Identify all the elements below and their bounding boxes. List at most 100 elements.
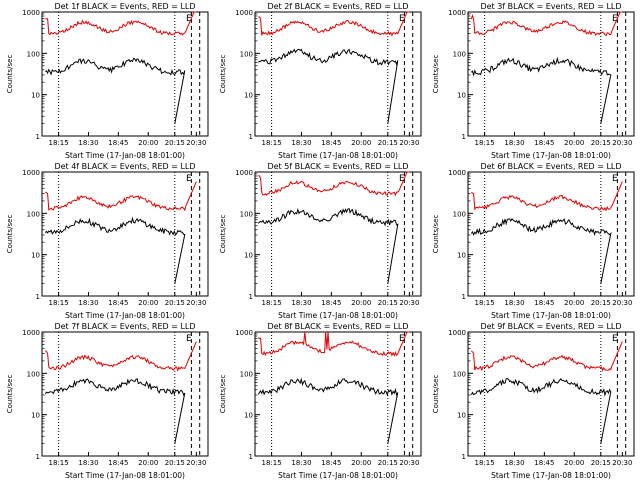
x-tick-label: 18:30 xyxy=(291,139,311,147)
detector-panel-7: Det 7f BLACK = Events, RED = LLD 1 10 100 10… xyxy=(0,320,213,480)
plot-title: Det 8f BLACK = Events, RED = LLD xyxy=(267,322,408,331)
x-tick-label: 20:00 xyxy=(138,299,158,307)
detector-panel-8: Det 8f BLACK = Events, RED = LLD 1 10 100 10… xyxy=(213,320,426,480)
y-tick-label: 10 xyxy=(457,92,466,100)
y-tick-label: 1000 xyxy=(22,329,40,337)
y-tick-label: 100 xyxy=(453,50,466,58)
x-tick-label: 20:00 xyxy=(351,299,371,307)
events-series-line xyxy=(44,377,186,444)
plot-title: Det 3f BLACK = Events, RED = LLD xyxy=(480,2,621,11)
plot-frame xyxy=(467,11,635,137)
corner-label: E xyxy=(612,14,618,24)
y-tick-label: 1 xyxy=(462,293,466,301)
x-tick-label: 18:15 xyxy=(475,459,495,467)
plot-frame xyxy=(41,331,209,457)
x-tick-label: 20:15 xyxy=(591,299,611,307)
plot-frame xyxy=(467,171,635,297)
x-tick-label: 18:30 xyxy=(78,459,98,467)
detector-plot-3: Det 3f BLACK = Events, RED = LLD 1 10 100 10… xyxy=(432,2,635,160)
x-tick-label: 18:45 xyxy=(108,459,128,467)
y-tick-label: 100 xyxy=(27,210,40,218)
y-tick-label: 1 xyxy=(249,453,253,461)
y-tick-label: 1 xyxy=(462,453,466,461)
x-tick-label: 20:30 xyxy=(186,299,206,307)
lld-series-line xyxy=(470,341,623,372)
x-tick-label: 18:30 xyxy=(291,299,311,307)
y-tick-label: 1 xyxy=(36,453,40,461)
lld-series-line xyxy=(471,181,623,212)
y-tick-label: 10 xyxy=(457,252,466,260)
y-tick-label: 10 xyxy=(457,412,466,420)
x-tick-label: 18:45 xyxy=(321,299,341,307)
x-axis-label: Start Time (17-Jan-08 18:01:00) xyxy=(491,151,611,160)
x-tick-label: 18:30 xyxy=(78,299,98,307)
x-tick-label: 20:15 xyxy=(378,139,398,147)
x-axis-label: Start Time (17-Jan-08 18:01:00) xyxy=(491,311,611,320)
y-tick-label: 100 xyxy=(240,50,253,58)
detector-plot-9: Det 9f BLACK = Events, RED = LLD 1 10 100 10… xyxy=(432,322,635,480)
x-tick-label: 18:30 xyxy=(291,459,311,467)
detector-panel-3: Det 3f BLACK = Events, RED = LLD 1 10 100 10… xyxy=(426,0,639,160)
x-tick-label: 18:15 xyxy=(475,139,495,147)
detector-panel-2: Det 2f BLACK = Events, RED = LLD 1 10 100 10… xyxy=(213,0,426,160)
corner-label: E xyxy=(186,14,192,24)
x-tick-label: 20:00 xyxy=(351,139,371,147)
y-tick-label: 1000 xyxy=(22,169,40,177)
plot-title: Det 7f BLACK = Events, RED = LLD xyxy=(54,322,195,331)
y-tick-label: 1 xyxy=(36,293,40,301)
x-tick-label: 20:00 xyxy=(564,459,584,467)
x-tick-label: 18:30 xyxy=(504,299,524,307)
x-axis-label: Start Time (17-Jan-08 18:01:00) xyxy=(278,311,398,320)
plot-title: Det 2f BLACK = Events, RED = LLD xyxy=(267,2,408,11)
x-tick-label: 20:15 xyxy=(378,459,398,467)
corner-label: E xyxy=(186,174,192,184)
y-tick-label: 1 xyxy=(462,133,466,141)
detector-plot-8: Det 8f BLACK = Events, RED = LLD 1 10 100 10… xyxy=(219,322,422,480)
corner-label: E xyxy=(612,174,618,184)
x-tick-label: 18:30 xyxy=(504,459,524,467)
corner-label: E xyxy=(612,334,618,344)
x-tick-label: 20:15 xyxy=(165,299,185,307)
y-tick-label: 10 xyxy=(31,252,40,260)
corner-label: E xyxy=(399,14,405,24)
y-tick-label: 1000 xyxy=(448,329,466,337)
x-tick-label: 20:15 xyxy=(165,459,185,467)
x-tick-label: 18:45 xyxy=(534,459,554,467)
x-tick-label: 20:30 xyxy=(399,299,419,307)
plot-frame xyxy=(41,11,209,137)
x-tick-label: 18:45 xyxy=(534,139,554,147)
detector-panel-1: Det 1f BLACK = Events, RED = LLD 1 10 100 10… xyxy=(0,0,213,160)
y-tick-label: 100 xyxy=(240,210,253,218)
plot-frame xyxy=(254,11,422,137)
x-axis-label: Start Time (17-Jan-08 18:01:00) xyxy=(278,471,398,480)
y-axis-label: Counts/sec xyxy=(432,215,440,254)
detector-panel-5: Det 5f BLACK = Events, RED = LLD 1 10 100 10… xyxy=(213,160,426,320)
plot-frame xyxy=(467,331,635,457)
x-tick-label: 20:30 xyxy=(612,299,632,307)
corner-label: E xyxy=(399,334,405,344)
x-tick-label: 18:15 xyxy=(262,299,282,307)
plot-frame xyxy=(254,171,422,297)
y-tick-label: 100 xyxy=(27,370,40,378)
plot-title: Det 4f BLACK = Events, RED = LLD xyxy=(54,162,195,171)
x-tick-label: 20:30 xyxy=(186,139,206,147)
x-tick-label: 20:00 xyxy=(564,299,584,307)
y-tick-label: 1000 xyxy=(22,9,40,17)
y-tick-label: 100 xyxy=(240,370,253,378)
y-axis-label: Counts/sec xyxy=(6,375,14,414)
detector-plot-6: Det 6f BLACK = Events, RED = LLD 1 10 100 10… xyxy=(432,162,635,320)
lld-series-line xyxy=(45,11,197,36)
y-axis-label: Counts/sec xyxy=(219,215,227,254)
x-tick-label: 18:15 xyxy=(262,459,282,467)
y-tick-label: 1000 xyxy=(235,9,253,17)
x-tick-label: 20:00 xyxy=(564,139,584,147)
y-tick-label: 1 xyxy=(36,133,40,141)
y-tick-label: 10 xyxy=(244,92,253,100)
x-tick-label: 18:30 xyxy=(78,139,98,147)
x-tick-label: 18:15 xyxy=(49,299,69,307)
detector-plot-2: Det 2f BLACK = Events, RED = LLD 1 10 100 10… xyxy=(219,2,422,160)
y-tick-label: 100 xyxy=(453,370,466,378)
events-series-line xyxy=(470,56,612,124)
lld-series-line xyxy=(45,181,197,212)
